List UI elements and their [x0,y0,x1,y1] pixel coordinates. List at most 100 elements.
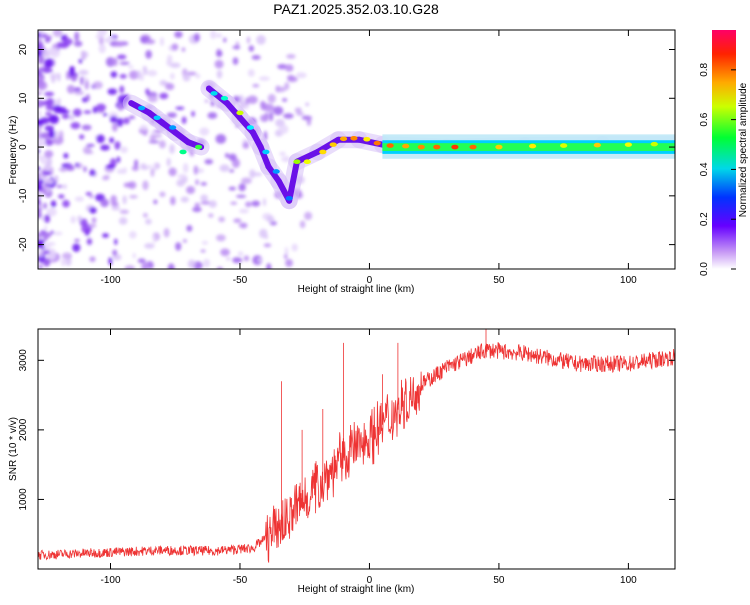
noise-blob [63,38,73,46]
noise-blob [114,141,121,150]
noise-blob [63,184,67,190]
noise-blob [204,99,209,103]
noise-blob [159,92,169,100]
noise-blob [49,114,59,125]
noise-blob [191,110,195,117]
noise-blob [95,103,107,112]
noise-blob [258,76,270,81]
snr-x-label: Height of straight line (km) [298,584,415,595]
noise-blob [44,138,54,146]
noise-blob [145,50,152,59]
noise-blob [269,111,274,122]
noise-blob [44,214,51,224]
noise-blob [38,249,44,258]
ridge-core [314,136,342,155]
noise-blob [232,57,239,65]
snr-frame [37,328,676,570]
ridge-core [205,85,231,107]
ridge-hotspot [210,91,218,96]
ridge-core [286,158,300,204]
noise-blob [38,128,41,137]
noise-blob [167,263,175,269]
ridge-hotspot [402,143,410,149]
noise-blob [44,150,54,158]
noise-blob [38,137,44,147]
noise-blob [40,34,48,38]
noise-blob [182,239,187,243]
noise-blob [63,153,69,159]
y-tick-label: 0 [18,144,29,150]
noise-blob [98,43,106,54]
noise-blob [57,72,61,82]
noise-blob [72,108,82,117]
noise-blob [175,242,182,251]
noise-blob [247,95,258,104]
noise-blob [223,37,227,43]
noise-blob [242,141,250,149]
ridge-hotspot [560,143,568,148]
noise-blob [306,116,312,126]
noise-blob [129,195,138,199]
noise-blob [285,64,294,72]
noise-blob [38,198,41,206]
noise-blob [195,179,199,186]
y-tick-label: -10 [18,188,29,203]
ridge-hotspot [137,105,146,111]
noise-blob [61,113,70,120]
noise-blob [220,248,230,257]
x-tick-label: 0 [367,575,373,586]
noise-blob [46,47,57,56]
noise-blob [65,70,70,80]
noise-blob [181,47,186,52]
noise-blob [251,54,261,60]
ridge-hotspot [593,142,601,148]
noise-blob [163,227,170,238]
ridge-core [293,148,321,165]
noise-blob [145,218,152,225]
noise-blob [45,257,51,267]
noise-blob [140,73,144,82]
noise-blob [128,115,136,120]
noise-blob [103,175,110,179]
noise-blob [142,212,148,218]
noise-blob [150,168,155,177]
noise-blob [46,185,50,195]
x-tick-label: 100 [620,275,637,286]
noise-blob [51,74,56,84]
noise-blob [41,100,50,106]
noise-blob [56,184,63,188]
noise-blob [181,116,187,125]
noise-blob [147,95,158,103]
noise-blob [281,98,288,102]
noise-blob [43,249,51,255]
noise-blob [92,81,103,89]
noise-blob [117,102,124,112]
noise-blob [41,245,45,250]
noise-blob [148,140,160,144]
noise-blob [238,222,248,229]
ridge-hotspot [339,136,348,142]
noise-blob [145,88,150,95]
noise-blob [108,257,113,266]
noise-blob [109,36,115,42]
ridge-hotspot [650,141,658,147]
noise-blob [89,195,94,199]
noise-blob [229,169,235,173]
noise-blob [304,211,313,221]
noise-blob [123,117,130,125]
snr-series-line [38,329,675,563]
noise-blob [80,76,84,86]
noise-blob [53,104,62,114]
noise-blob [139,124,148,131]
noise-blob [105,37,110,43]
noise-blob [248,45,255,52]
noise-blob [266,263,272,269]
y-tick-label: 10 [18,92,29,104]
noise-blob [50,200,57,208]
noise-blob [91,217,97,224]
noise-blob [296,112,305,116]
x-tick-label: 50 [493,275,505,286]
noise-blob [74,91,85,95]
